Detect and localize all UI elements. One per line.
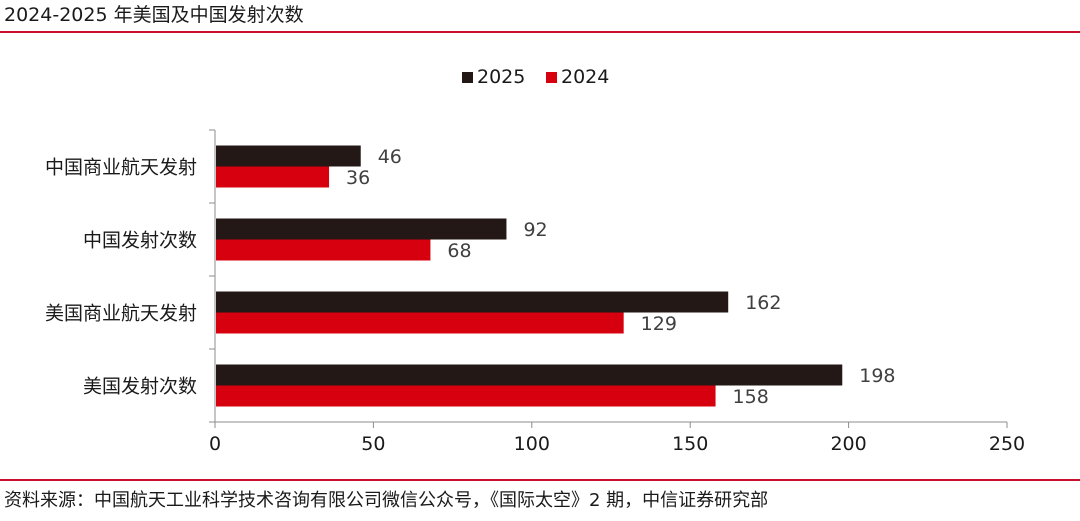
x-tick-label: 250 — [989, 433, 1025, 455]
bar-2024 — [216, 166, 330, 188]
x-tick-label: 50 — [361, 433, 385, 455]
bar-chart: 2025 2024 0 50 100 150 200 250 中国商业航天发射 46 36 中国发射… — [45, 66, 1025, 455]
bar-value-label: 198 — [859, 365, 895, 387]
category-label: 美国商业航天发射 — [45, 303, 197, 325]
category-label: 中国商业航天发射 — [45, 157, 197, 179]
x-tick-label: 150 — [672, 433, 708, 455]
bar-value-label: 92 — [523, 219, 547, 241]
bottom-divider — [0, 479, 1080, 481]
category-label: 美国发射次数 — [83, 376, 197, 398]
chart-title: 2024-2025 年美国及中国发射次数 — [4, 4, 304, 26]
bar-2024 — [216, 385, 716, 407]
bar-value-label: 68 — [447, 240, 471, 262]
bar-2025 — [216, 145, 361, 167]
x-tick-label: 0 — [209, 433, 221, 455]
legend-label-2025: 2025 — [477, 66, 525, 88]
legend-label-2024: 2024 — [561, 66, 609, 88]
top-divider — [0, 31, 1080, 33]
source-note: 资料来源：中国航天工业科学技术咨询有限公司微信公众号，《国际太空》2 期，中信证… — [4, 490, 769, 511]
x-tick-label: 100 — [514, 433, 550, 455]
bar-value-label: 46 — [378, 146, 402, 168]
bar-value-label: 158 — [733, 386, 769, 408]
category-label: 中国发射次数 — [83, 230, 197, 252]
bar-value-label: 129 — [641, 313, 677, 335]
plot-area: 0 50 100 150 200 250 中国商业航天发射 46 36 中国发射次数 92 68 美国商… — [45, 129, 1025, 455]
bar-2025 — [216, 218, 507, 240]
legend-swatch-2024 — [546, 72, 557, 83]
bar-2025 — [216, 291, 729, 313]
bar-2024 — [216, 239, 431, 261]
x-tick-label: 200 — [830, 433, 866, 455]
bar-value-label: 162 — [745, 292, 781, 314]
bar-2025 — [216, 364, 843, 386]
legend: 2025 2024 — [462, 66, 609, 88]
bar-2024 — [216, 312, 624, 334]
bar-value-label: 36 — [346, 167, 370, 189]
legend-swatch-2025 — [462, 72, 473, 83]
